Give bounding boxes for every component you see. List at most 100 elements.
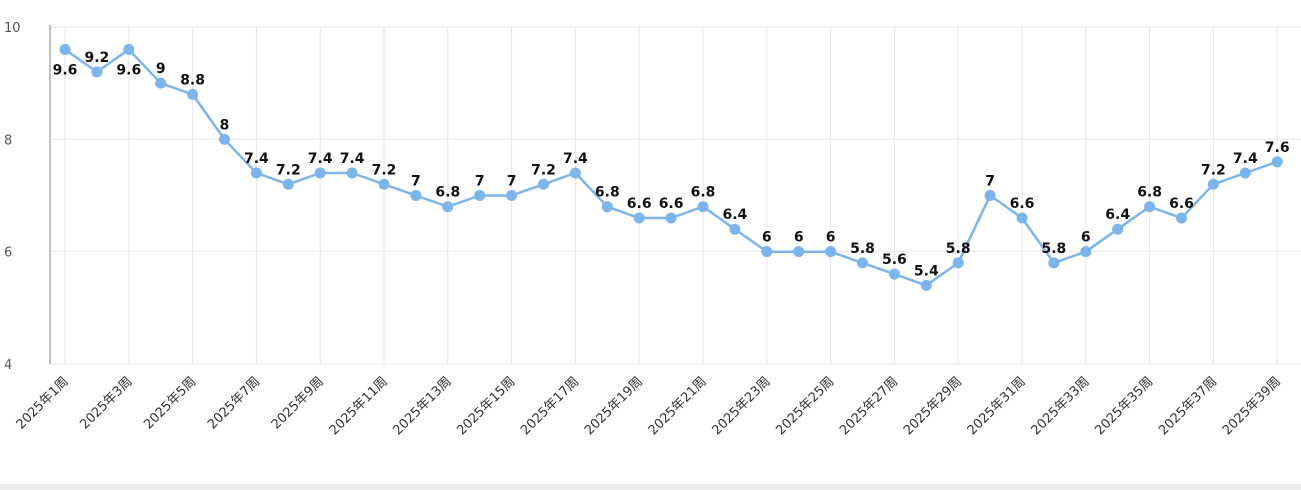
x-tick-label: 2025年9周 — [269, 374, 327, 432]
grid-lines — [50, 26, 1301, 365]
data-point — [761, 246, 773, 258]
y-tick-label: 10 — [4, 21, 21, 36]
data-point — [1239, 167, 1251, 179]
data-point — [1048, 257, 1060, 269]
data-point — [123, 43, 135, 55]
data-label: 6.6 — [659, 196, 684, 212]
data-point — [569, 167, 581, 179]
data-label: 6.6 — [1010, 196, 1035, 212]
data-point — [1016, 212, 1028, 224]
data-point — [282, 178, 294, 190]
data-point — [825, 246, 837, 258]
data-label: 9.2 — [84, 50, 109, 66]
data-label: 9 — [156, 61, 166, 77]
data-point — [410, 190, 422, 201]
data-label: 6.6 — [627, 196, 652, 212]
data-label: 9.6 — [53, 62, 78, 78]
data-label: 5.8 — [946, 241, 971, 257]
data-point — [155, 77, 167, 89]
x-axis-tick-labels: 2025年1周 2025年3周 2025年5周 2025年7周 2025年9周 2025年… — [14, 374, 1284, 438]
data-point — [1176, 212, 1187, 224]
x-tick-label: 2025年31周 — [965, 374, 1029, 438]
x-tick-label: 2025年25周 — [773, 374, 837, 438]
data-label: 7.6 — [1265, 140, 1290, 156]
data-point — [665, 212, 677, 224]
data-label: 7.2 — [372, 162, 397, 178]
data-point — [538, 178, 549, 190]
data-label: 7.4 — [308, 151, 333, 167]
data-label: 6 — [826, 230, 836, 246]
data-point — [984, 190, 996, 201]
data-point — [793, 246, 805, 258]
x-tick-label: 2025年11周 — [327, 374, 391, 438]
data-label: 6 — [1081, 230, 1091, 246]
data-point — [378, 178, 390, 190]
x-tick-label: 2025年1周 — [14, 374, 72, 432]
data-point — [91, 66, 103, 78]
data-label: 8 — [220, 117, 230, 133]
data-label: 6.8 — [691, 185, 716, 201]
data-point — [1112, 223, 1124, 235]
x-tick-label: 2025年17周 — [518, 374, 582, 438]
data-point — [601, 201, 613, 213]
data-label: 7.4 — [244, 151, 269, 167]
data-point — [442, 201, 454, 213]
data-label: 7.2 — [531, 162, 556, 178]
x-tick-label: 2025年13周 — [391, 374, 455, 438]
y-axis-tick-labels: 4 6 8 10 — [4, 21, 21, 373]
y-tick-label: 6 — [4, 246, 12, 261]
x-tick-label: 2025年23周 — [710, 374, 774, 438]
data-label: 5.8 — [850, 241, 875, 257]
x-tick-label: 2025年19周 — [582, 374, 646, 438]
y-tick-label: 8 — [4, 133, 12, 148]
data-point — [920, 279, 932, 291]
data-labels: 9.6 9.2 9.6 9 8.8 8 7.4 7.2 7.4 7.4 7.2 7 6.8 7 7 7.2 7.… — [53, 50, 1290, 279]
data-point — [346, 167, 358, 179]
data-label: 6.4 — [1105, 207, 1130, 223]
x-tick-label: 2025年27周 — [837, 374, 901, 438]
data-label: 5.6 — [882, 252, 907, 268]
data-point — [250, 167, 262, 179]
data-point — [1144, 201, 1156, 213]
data-label: 7 — [475, 174, 485, 190]
x-tick-label: 2025年37周 — [1156, 374, 1220, 438]
data-label: 6.6 — [1169, 196, 1194, 212]
data-label: 7.2 — [1201, 162, 1226, 178]
data-label: 7 — [411, 174, 421, 190]
data-points — [59, 43, 1283, 291]
data-point — [633, 212, 645, 224]
data-point — [219, 133, 230, 145]
data-label: 5.4 — [914, 263, 939, 279]
x-tick-label: 2025年21周 — [646, 374, 710, 438]
data-label: 7.4 — [1233, 151, 1258, 167]
data-label: 7 — [985, 174, 995, 190]
bottom-scroll-strip — [0, 484, 1301, 490]
x-tick-label: 2025年15周 — [454, 374, 518, 438]
data-label: 9.6 — [116, 62, 141, 78]
x-tick-label: 2025年39周 — [1220, 374, 1284, 438]
data-label: 6.8 — [595, 185, 620, 201]
data-label: 7.4 — [563, 151, 588, 167]
data-label: 5.8 — [1041, 241, 1066, 257]
x-tick-label: 2025年29周 — [901, 374, 965, 438]
data-label: 7 — [507, 174, 517, 190]
data-label: 7.2 — [276, 162, 301, 178]
x-tick-label: 2025年35周 — [1092, 374, 1156, 438]
data-point — [59, 43, 71, 55]
x-tick-label: 2025年7周 — [205, 374, 263, 432]
data-point — [506, 190, 518, 201]
data-label: 6 — [794, 230, 804, 246]
data-point — [857, 257, 868, 269]
data-point — [1080, 246, 1092, 258]
x-tick-label: 2025年5周 — [141, 374, 199, 432]
x-tick-label: 2025年33周 — [1029, 374, 1093, 438]
series-line-path — [64, 48, 1278, 287]
data-label: 8.8 — [180, 72, 205, 88]
data-point — [1271, 156, 1283, 168]
data-label: 6.8 — [1137, 185, 1162, 201]
data-label: 7.4 — [340, 151, 365, 167]
y-tick-label: 4 — [4, 358, 12, 373]
data-point — [729, 223, 741, 235]
x-tick-label: 2025年3周 — [77, 374, 135, 432]
